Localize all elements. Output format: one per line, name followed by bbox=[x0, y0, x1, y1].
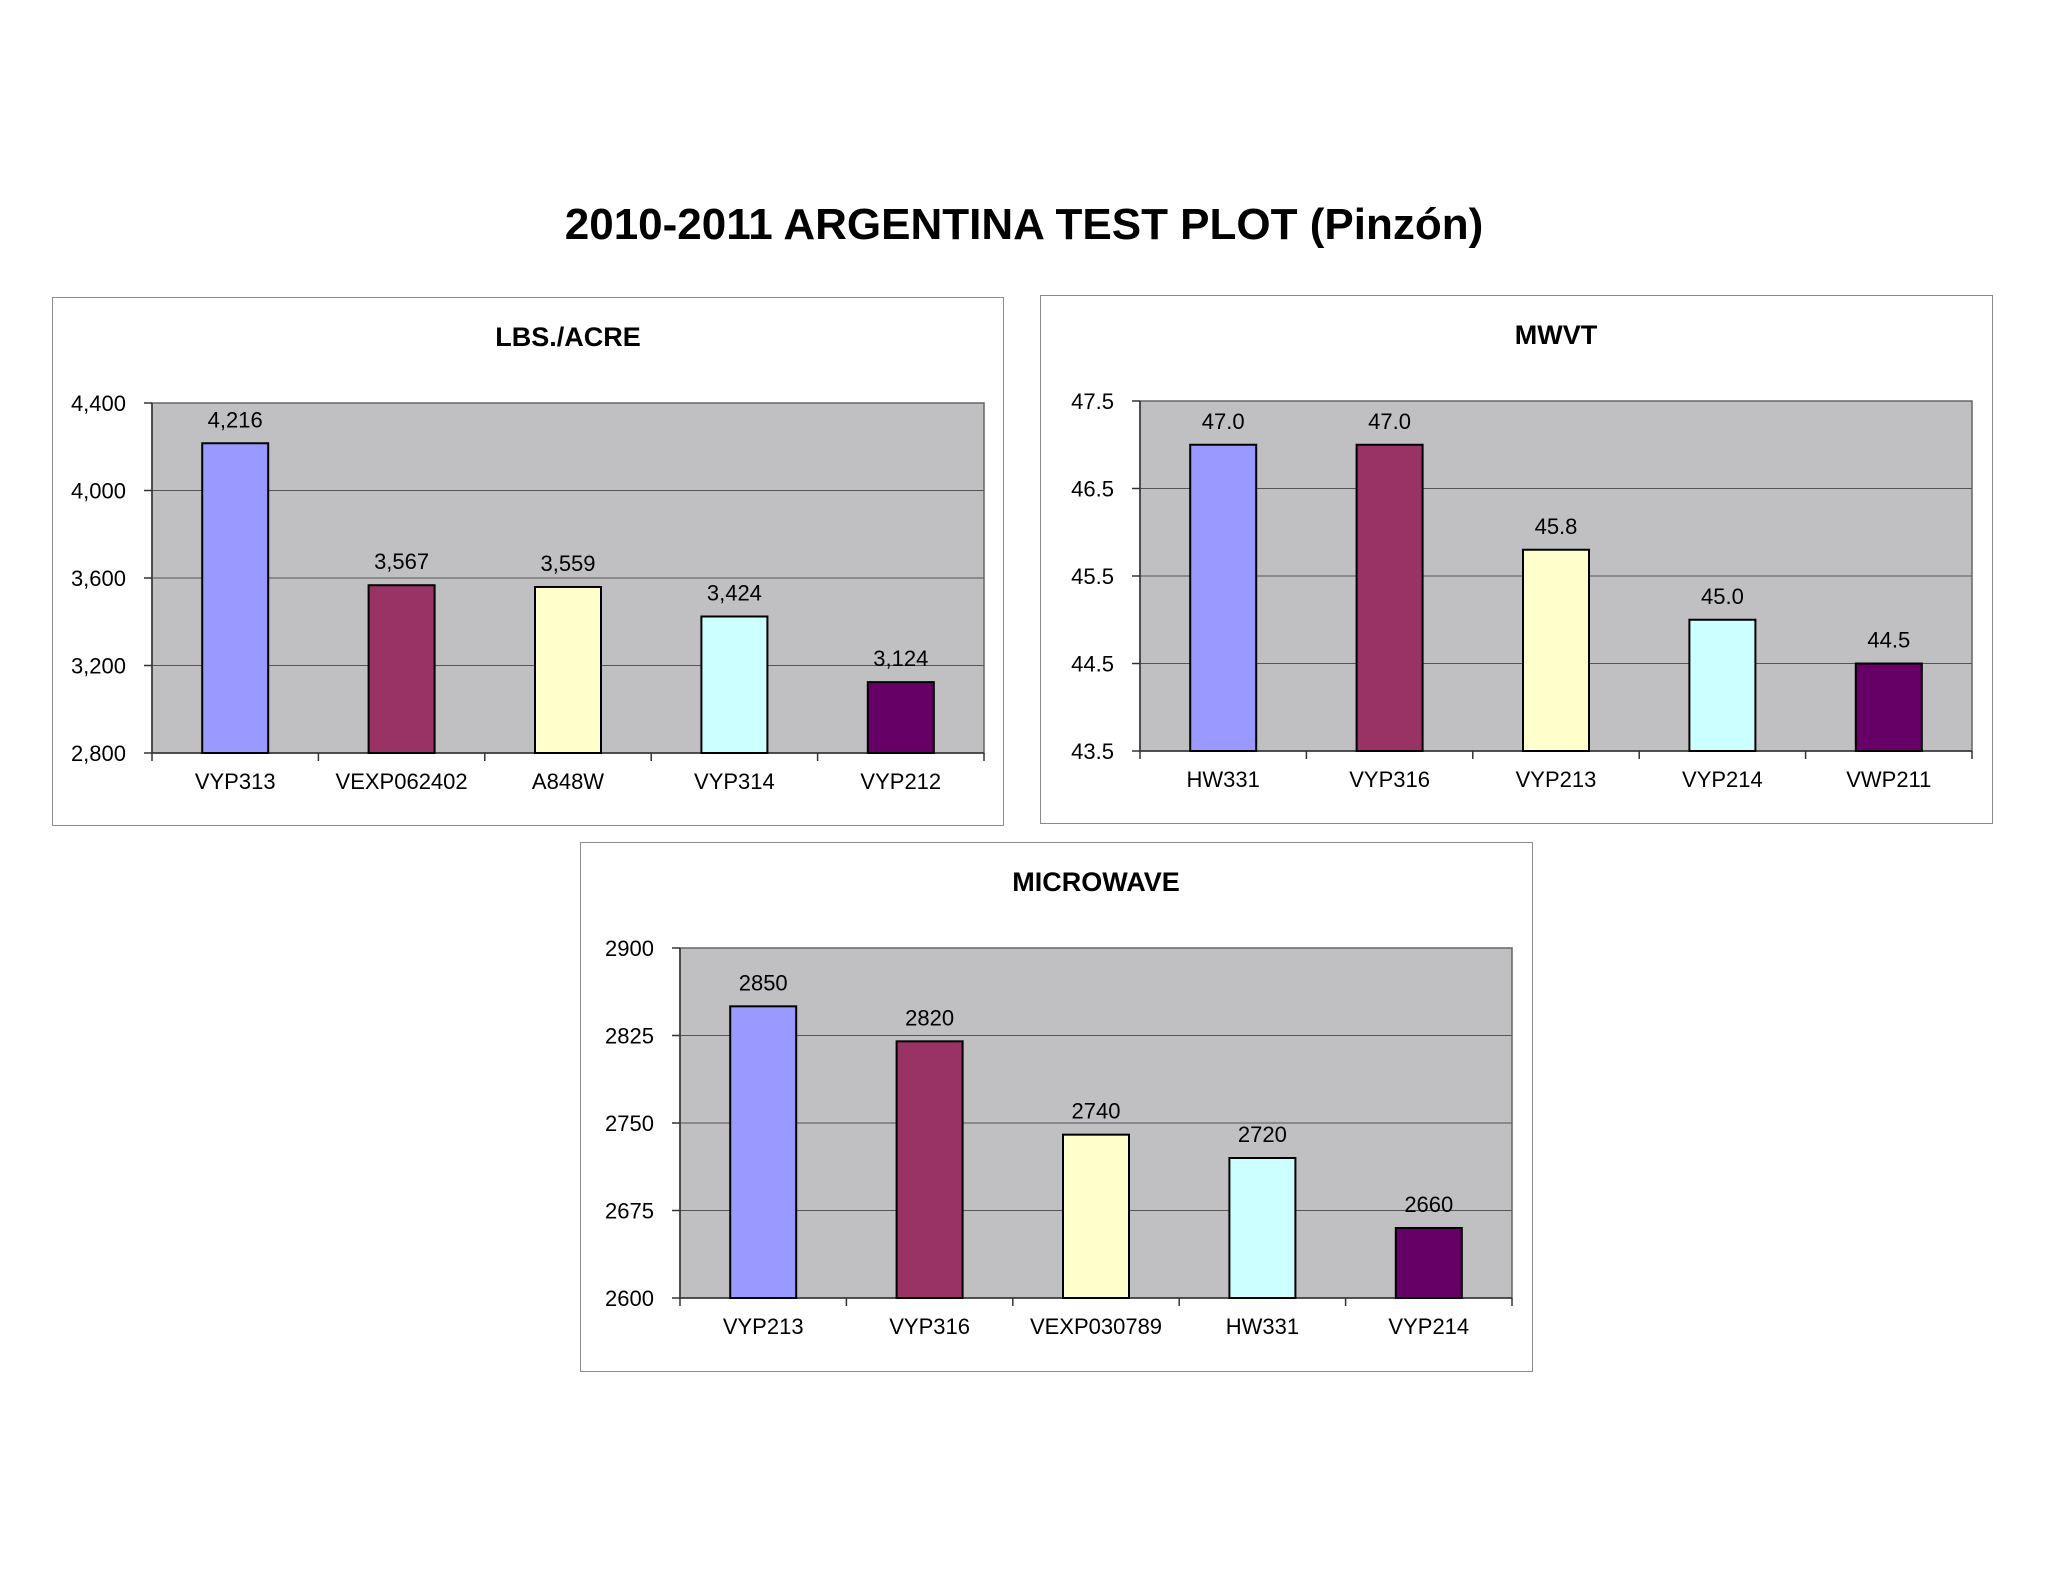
data-label: 3,559 bbox=[540, 551, 595, 576]
y-tick-label: 3,200 bbox=[71, 654, 126, 679]
chart-svg: MICROWAVE 2600 2675 2750 2825 2900 2850 VYP213 2… bbox=[605, 867, 1513, 1339]
x-tick-label: HW331 bbox=[1187, 767, 1260, 792]
y-tick-label: 4,400 bbox=[71, 391, 126, 416]
x-tick-label: VYP213 bbox=[723, 1314, 804, 1339]
data-label: 2720 bbox=[1238, 1122, 1287, 1147]
chart-title: MICROWAVE bbox=[1012, 867, 1180, 897]
data-label: 4,216 bbox=[208, 407, 263, 432]
x-tick-label: VYP314 bbox=[694, 769, 775, 794]
y-tick-label: 2900 bbox=[605, 936, 654, 961]
y-tick-label: 3,600 bbox=[71, 566, 126, 591]
chart-microwave: MICROWAVE 2600 2675 2750 2825 2900 2850 VYP213 2… bbox=[580, 842, 1533, 1372]
bar bbox=[866, 681, 935, 754]
data-label: 3,124 bbox=[873, 646, 928, 671]
bar bbox=[1854, 662, 1923, 752]
x-tick-label: VYP316 bbox=[889, 1314, 970, 1339]
x-tick-label: VYP316 bbox=[1349, 767, 1430, 792]
y-tick-label: 2750 bbox=[605, 1111, 654, 1136]
y-tick-label: 47.5 bbox=[1071, 389, 1114, 414]
y-tick-label: 44.5 bbox=[1071, 652, 1114, 677]
x-tick-label: VEXP062402 bbox=[336, 769, 468, 794]
chart-svg: MWVT 43.5 44.5 45.5 46.5 47.5 47.0 HW331 47.0 VYP… bbox=[1071, 320, 1973, 792]
chart-title: LBS./ACRE bbox=[495, 322, 641, 352]
y-tick-label: 43.5 bbox=[1071, 739, 1114, 764]
bar bbox=[534, 585, 602, 754]
chart-lbs-acre: LBS./ACRE 2,800 3,200 3,600 4,000 4,400 4,216 V… bbox=[52, 297, 1004, 826]
data-label: 45.0 bbox=[1701, 584, 1744, 609]
page-title: 2010-2011 ARGENTINA TEST PLOT (Pinzón) bbox=[564, 200, 1484, 249]
y-tick-label: 2825 bbox=[605, 1024, 654, 1049]
data-label: 3,424 bbox=[707, 581, 762, 606]
data-label: 2850 bbox=[739, 970, 788, 995]
bar bbox=[1189, 443, 1258, 752]
y-tick-label: 2,800 bbox=[71, 741, 126, 766]
x-tick-label: VYP213 bbox=[1516, 767, 1597, 792]
bar bbox=[201, 442, 270, 754]
bar bbox=[1394, 1227, 1463, 1299]
x-tick-label: VEXP030789 bbox=[1030, 1314, 1162, 1339]
bar bbox=[729, 1005, 798, 1299]
data-label: 45.8 bbox=[1535, 514, 1578, 539]
y-tick-label: 2600 bbox=[605, 1286, 654, 1311]
data-label: 47.0 bbox=[1368, 409, 1411, 434]
y-tick-label: 46.5 bbox=[1071, 477, 1114, 502]
bar bbox=[367, 584, 436, 754]
bar bbox=[700, 615, 769, 754]
x-tick-label: VYP214 bbox=[1682, 767, 1763, 792]
bar bbox=[1228, 1157, 1297, 1299]
x-tick-label: VYP313 bbox=[195, 769, 276, 794]
bar bbox=[895, 1040, 964, 1299]
chart-title: MWVT bbox=[1515, 320, 1598, 350]
x-tick-label: VWP211 bbox=[1846, 767, 1931, 792]
bar bbox=[1355, 443, 1424, 752]
data-label: 47.0 bbox=[1202, 409, 1245, 434]
data-label: 2740 bbox=[1072, 1099, 1121, 1124]
data-label: 44.5 bbox=[1867, 628, 1910, 653]
data-label: 3,567 bbox=[374, 549, 429, 574]
data-label: 2820 bbox=[905, 1005, 954, 1030]
x-tick-label: A848W bbox=[532, 769, 604, 794]
bar bbox=[1062, 1133, 1130, 1299]
y-tick-label: 2675 bbox=[605, 1199, 654, 1224]
bar bbox=[1522, 548, 1590, 752]
chart-mwvt: MWVT 43.5 44.5 45.5 46.5 47.5 47.0 HW331 47.0 VYP… bbox=[1040, 295, 1993, 824]
y-tick-label: 45.5 bbox=[1071, 564, 1114, 589]
x-tick-label: HW331 bbox=[1226, 1314, 1299, 1339]
x-tick-label: VYP214 bbox=[1388, 1314, 1469, 1339]
y-tick-label: 4,000 bbox=[71, 479, 126, 504]
bar bbox=[1688, 618, 1757, 752]
chart-svg: LBS./ACRE 2,800 3,200 3,600 4,000 4,400 4,216 V… bbox=[71, 322, 985, 794]
data-label: 2660 bbox=[1404, 1192, 1453, 1217]
x-tick-label: VYP212 bbox=[860, 769, 941, 794]
